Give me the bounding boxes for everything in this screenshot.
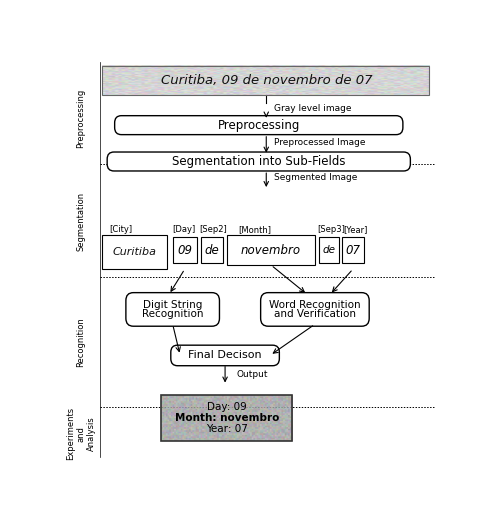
Text: Curitiba: Curitiba	[113, 247, 156, 257]
Text: [Day]: [Day]	[173, 225, 196, 234]
Text: Segmented Image: Segmented Image	[274, 173, 357, 182]
Text: [Month]: [Month]	[238, 225, 271, 234]
Bar	[201, 238, 223, 263]
Text: 07: 07	[346, 244, 361, 256]
Bar	[173, 238, 197, 263]
Text: Recognition: Recognition	[142, 309, 203, 319]
Text: Day: 09: Day: 09	[207, 402, 247, 412]
Text: Output: Output	[236, 370, 268, 379]
Text: Recognition: Recognition	[76, 317, 85, 367]
FancyBboxPatch shape	[126, 292, 219, 326]
Bar	[342, 238, 364, 263]
Text: de: de	[205, 244, 219, 256]
Text: Final Decison: Final Decison	[188, 350, 262, 361]
Text: novembro: novembro	[241, 244, 301, 256]
Text: Preprocessing: Preprocessing	[76, 89, 85, 148]
Text: Gray level image: Gray level image	[274, 104, 351, 113]
Text: Segmentation: Segmentation	[76, 192, 85, 251]
Bar	[319, 238, 339, 263]
Text: [City]: [City]	[109, 225, 132, 234]
Text: Segmentation into Sub-Fields: Segmentation into Sub-Fields	[172, 155, 345, 168]
Bar	[101, 66, 429, 95]
Bar	[161, 396, 293, 441]
Text: Preprocessing: Preprocessing	[217, 119, 300, 132]
Text: Word Recognition: Word Recognition	[269, 300, 361, 310]
FancyBboxPatch shape	[114, 115, 403, 134]
Text: de: de	[323, 245, 336, 255]
Text: 09: 09	[177, 244, 192, 256]
Bar	[227, 235, 315, 265]
Text: Preprocessed Image: Preprocessed Image	[274, 138, 365, 147]
FancyBboxPatch shape	[107, 152, 411, 171]
Text: and Verification: and Verification	[274, 309, 356, 319]
FancyBboxPatch shape	[261, 292, 369, 326]
Text: [Sep2]: [Sep2]	[199, 225, 227, 234]
Text: Year: 07: Year: 07	[206, 424, 248, 434]
Text: Experiments
and
Analysis: Experiments and Analysis	[66, 407, 96, 460]
Text: Month: novembro: Month: novembro	[175, 413, 279, 423]
Text: Curitiba, 09 de novembro de 07: Curitiba, 09 de novembro de 07	[160, 74, 372, 87]
Bar	[101, 235, 167, 269]
FancyBboxPatch shape	[171, 345, 279, 366]
Text: Digit String: Digit String	[143, 300, 202, 310]
Text: [Sep3]: [Sep3]	[317, 225, 345, 234]
Text: [Year]: [Year]	[344, 225, 368, 234]
